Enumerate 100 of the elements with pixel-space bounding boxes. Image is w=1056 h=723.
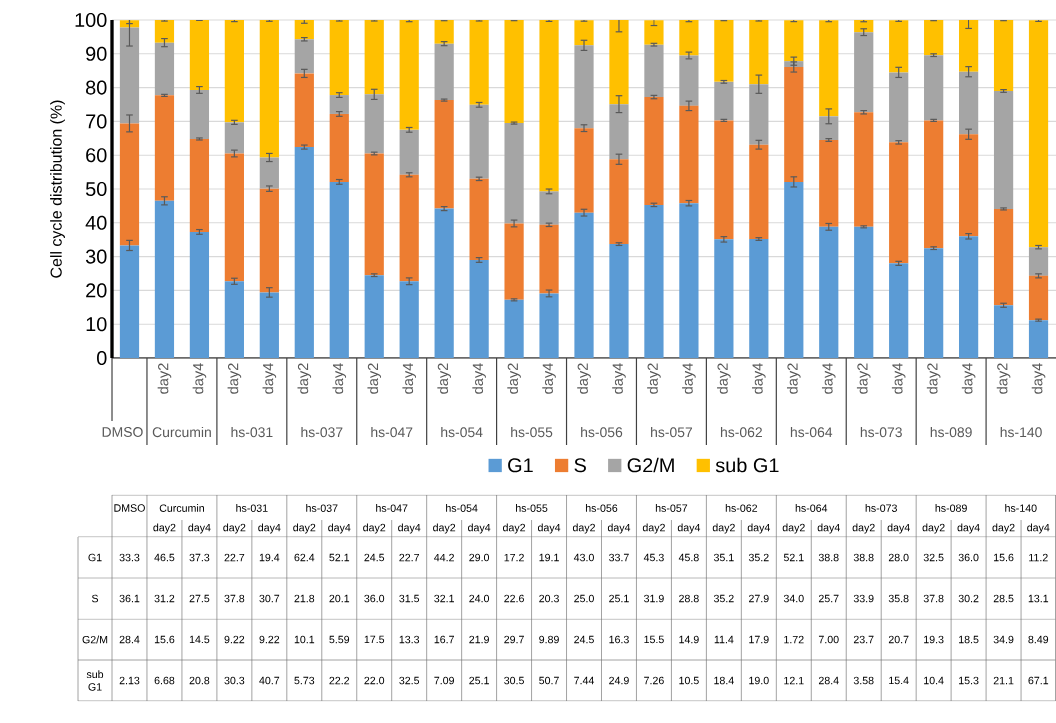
bar	[1028, 247, 1049, 276]
legend-label: sub G1	[715, 457, 779, 473]
data-label: 9.22	[259, 635, 280, 644]
data-label: 16.7	[434, 635, 454, 644]
data-label: 18.5	[959, 635, 979, 644]
category-label: day4	[607, 523, 631, 534]
bar	[329, 20, 349, 96]
category-label: day2	[852, 523, 875, 534]
data-label: 28.8	[679, 594, 699, 603]
data-label: 9.22	[224, 635, 245, 644]
data-label: 22.0	[364, 676, 385, 685]
data-label: 28.5	[993, 594, 1014, 603]
bar	[819, 139, 839, 227]
y-tick-label: 60	[86, 148, 107, 163]
category-label: day4	[1027, 523, 1050, 534]
bar	[889, 142, 909, 264]
data-label: 32.5	[923, 553, 944, 562]
data-label: 19.4	[259, 553, 280, 562]
text: hs-047	[376, 504, 408, 512]
bar	[574, 45, 594, 129]
x-tick-label: day2	[577, 363, 591, 394]
bar	[504, 19, 524, 124]
bar	[224, 19, 244, 123]
data-label: 31.9	[643, 594, 664, 603]
data-label: 50.7	[539, 676, 559, 685]
bar	[189, 138, 210, 232]
data-label: 13.3	[399, 635, 420, 644]
category-label: day2	[433, 523, 456, 534]
text: G1	[88, 553, 102, 562]
x-tick-label: day2	[297, 363, 312, 394]
data-label: 16.3	[609, 635, 629, 644]
text: hs-089	[930, 426, 972, 438]
category-label: day4	[677, 523, 701, 534]
bar	[679, 105, 699, 204]
data-label: 30.7	[259, 594, 280, 603]
data-label: 7.00	[818, 635, 839, 644]
bar	[434, 43, 454, 101]
data-label: 7.44	[574, 676, 595, 685]
text: hs-089	[935, 504, 967, 512]
bar	[539, 191, 559, 225]
data-label: 44.2	[434, 553, 454, 562]
bar	[1028, 20, 1049, 248]
data-label: 46.5	[154, 553, 175, 562]
text: hs-037	[306, 504, 338, 512]
bar	[329, 181, 349, 358]
bar	[259, 292, 279, 358]
bar	[714, 120, 734, 240]
data-label: 28.4	[119, 635, 140, 644]
data-label: 15.5	[644, 635, 664, 644]
bar	[154, 20, 175, 43]
data-label: 21.1	[993, 676, 1014, 685]
bar	[784, 20, 804, 62]
bar	[259, 188, 279, 293]
bar	[714, 19, 734, 82]
data-label: 37.8	[224, 594, 245, 603]
bar	[294, 73, 314, 148]
bar	[574, 128, 594, 213]
category-label: day2	[992, 523, 1015, 534]
data-label: 31.2	[154, 594, 175, 603]
y-tick-label: 40	[85, 215, 107, 230]
bar	[574, 20, 594, 46]
bar	[469, 259, 489, 358]
category-label: day2	[922, 523, 945, 534]
bar	[609, 159, 629, 245]
bar	[854, 112, 874, 227]
bar	[364, 19, 384, 95]
category-label: day4	[398, 523, 421, 534]
bar	[189, 231, 210, 358]
bar	[224, 122, 244, 154]
bar	[224, 153, 244, 282]
bar	[1028, 275, 1049, 321]
x-tick-label: day4	[472, 363, 486, 394]
category-label: day4	[328, 523, 351, 534]
data-label: 38.8	[818, 553, 839, 562]
text: hs-037	[301, 426, 343, 438]
data-label: 19.0	[749, 676, 769, 685]
data-label: 7.09	[434, 676, 454, 685]
bar	[294, 39, 314, 74]
category-label: day2	[153, 523, 176, 534]
x-tick-label: day4	[682, 363, 696, 394]
data-label: 67.1	[1028, 676, 1049, 685]
bar	[854, 226, 874, 358]
data-label: 11.4	[714, 635, 734, 644]
data-label: 20.3	[539, 594, 559, 603]
x-tick-label: day2	[507, 363, 521, 394]
bar	[469, 178, 489, 260]
bar	[294, 19, 314, 40]
category-label: day4	[817, 523, 840, 534]
bar	[504, 299, 524, 358]
bar	[539, 293, 559, 358]
data-label: 12.1	[784, 676, 804, 685]
data-label: 33.3	[119, 553, 140, 562]
text: hs-064	[795, 504, 828, 512]
bar	[889, 263, 909, 358]
x-tick-label: day4	[542, 363, 556, 394]
data-label: 30.3	[224, 676, 245, 685]
data-label: 20.7	[888, 635, 909, 644]
bar	[609, 244, 629, 358]
data-label: 3.58	[853, 676, 874, 685]
bar	[819, 226, 839, 358]
